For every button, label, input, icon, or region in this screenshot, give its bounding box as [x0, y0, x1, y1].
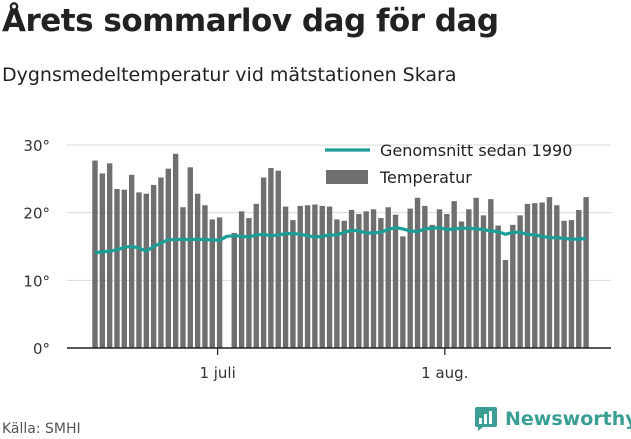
temperature-bar: [194, 193, 201, 348]
temperature-bar: [180, 207, 186, 348]
temperature-bar: [253, 203, 259, 348]
temperature-bar: [231, 232, 237, 348]
temperature-bar: [444, 214, 450, 348]
y-tick-label: 20°: [23, 205, 50, 223]
legend-average-label: Genomsnitt sedan 1990: [380, 141, 572, 160]
temperature-bars: [92, 153, 589, 348]
temperature-bar: [524, 203, 531, 348]
temperature-bar: [561, 220, 567, 348]
temperature-bar: [356, 214, 362, 348]
temperature-bar: [583, 197, 589, 348]
temperature-bar: [158, 177, 164, 348]
axes: 0° 10° 20° 30° 1 juli 1 aug.: [23, 137, 611, 382]
temperature-bar: [202, 205, 208, 348]
temperature-bar: [150, 184, 157, 348]
average-temperature-line: [94, 226, 587, 255]
temperature-bar: [400, 236, 406, 348]
temperature-bar: [238, 211, 245, 348]
temperature-bar: [114, 188, 120, 348]
temperature-bar: [414, 197, 421, 348]
temperature-bar: [451, 201, 457, 348]
temperature-bar: [187, 167, 193, 348]
x-tick-label: 1 juli: [199, 364, 235, 382]
legend: Genomsnitt sedan 1990 Temperatur: [325, 141, 572, 187]
temperature-bar: [260, 177, 267, 348]
temperature-bar: [458, 221, 465, 348]
temperature-bar: [517, 215, 523, 348]
temperature-bar: [319, 205, 325, 348]
brand-name: Newsworthy: [505, 408, 631, 430]
temperature-bar: [297, 205, 303, 348]
temperature-bar: [165, 168, 171, 348]
temperature-bar: [136, 192, 142, 348]
temperature-bar: [473, 197, 479, 348]
temperature-bar: [480, 215, 487, 348]
temperature-bar: [172, 153, 179, 348]
temperature-bar: [268, 168, 274, 348]
temperature-bar: [422, 205, 428, 348]
temperature-bar: [392, 214, 399, 348]
temperature-bar: [246, 218, 252, 348]
x-tick-label: 1 aug.: [421, 364, 468, 382]
temperature-bar: [128, 174, 135, 348]
temperature-bar: [436, 209, 443, 348]
y-tick-label: 30°: [23, 137, 50, 155]
temperature-bar: [348, 209, 355, 348]
temperature-bar: [488, 199, 494, 348]
temperature-bar: [216, 217, 223, 348]
temperature-bar: [334, 219, 340, 348]
temperature-bar: [510, 224, 516, 348]
temperature-bar: [121, 189, 128, 348]
legend-temperature-label: Temperatur: [379, 168, 472, 187]
y-tick-label: 0°: [33, 340, 50, 358]
temperature-bar: [546, 197, 553, 348]
temperature-bar: [143, 193, 150, 348]
y-tick-label: 10°: [23, 272, 50, 290]
temperature-bar: [326, 206, 333, 348]
temperature-bar: [363, 211, 369, 348]
temperature-bar: [407, 208, 413, 348]
average-line: [94, 226, 587, 255]
temperature-bar: [532, 203, 538, 348]
temperature-bar: [466, 209, 472, 348]
brand-logo[interactable]: Newsworthy: [474, 406, 631, 432]
temperature-bar: [282, 206, 289, 348]
temperature-bar: [429, 224, 435, 348]
temperature-bar: [290, 220, 296, 348]
temperature-bar: [92, 160, 98, 348]
temperature-bar: [554, 205, 560, 348]
temperature-bar: [495, 225, 501, 348]
temperature-bar: [370, 209, 377, 348]
temperature-bar: [378, 218, 384, 348]
temperature-bar: [106, 163, 113, 348]
temperature-bar: [275, 170, 281, 348]
temperature-bar: [568, 220, 575, 348]
temperature-bar: [312, 204, 318, 348]
newsworthy-chart-icon: [475, 407, 497, 431]
temperature-bar: [99, 173, 106, 348]
temperature-bar: [539, 202, 545, 348]
chart-subtitle: Dygnsmedeltemperatur vid mätstationen Sk…: [2, 64, 457, 86]
legend-bar-swatch: [326, 170, 368, 184]
temperature-bar: [385, 207, 391, 348]
temperature-bar: [502, 260, 509, 348]
chart-title: Årets sommarlov dag för dag: [2, 3, 499, 39]
temperature-bar: [209, 219, 215, 348]
temperature-bar: [576, 209, 582, 348]
source-label: Källa: SMHI: [2, 421, 81, 437]
temperature-bar: [341, 220, 347, 348]
temperature-bar: [304, 205, 311, 348]
